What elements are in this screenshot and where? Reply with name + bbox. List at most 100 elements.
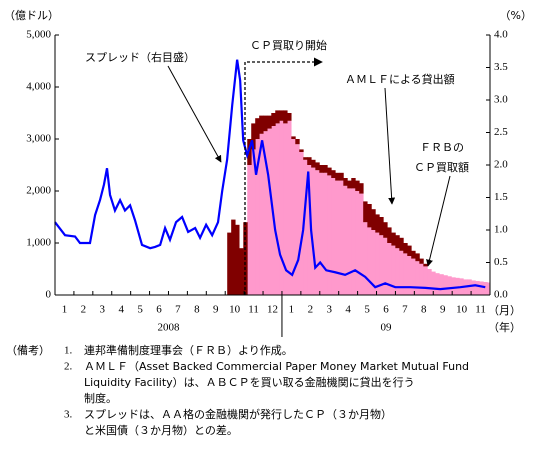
year-label: 2008 [157,322,180,334]
bar [487,282,490,295]
x-tick-label: 11 [248,304,259,316]
note-line: と米国債（３か月物）との差。 [84,423,238,437]
y2-tick-label: 0.5 [494,256,508,268]
bar [347,188,352,295]
y2-unit: （%） [500,9,532,22]
bar [251,123,256,150]
bar [259,115,264,134]
bar [295,139,300,145]
x-tick-label: 10 [456,304,468,316]
annotation: ＡＭＬＦによる貸出額 [345,72,455,86]
bar [335,172,340,181]
y-tick-label: 3,000 [26,133,51,145]
bar [367,204,372,228]
bar [435,273,440,295]
y-tick-label: 1,000 [26,237,51,249]
bar [391,245,396,295]
bar [387,243,392,295]
y-tick-label: 2,000 [26,185,51,197]
note-num: 3. [64,409,73,421]
bar [331,170,336,178]
bar [315,162,320,171]
annotation: スプレッド（右目盛） [85,50,195,64]
bar [251,149,256,295]
bar [379,217,384,236]
x-tick-label: 8 [194,304,200,316]
bar [291,136,296,139]
bar [399,237,404,251]
plot: 0 1,000 2,000 3,000 4,000 5,000 0.0 0.5 1.0 1.5 2.… [26,29,508,337]
bar [479,281,484,295]
bar [287,120,292,295]
y2-tick-label: 0.0 [494,289,508,301]
y2-tick-label: 3.5 [494,61,508,73]
x-month-unit: （月） [488,304,521,317]
bar [287,113,292,121]
bar [343,178,348,186]
bar [311,159,316,168]
bar [439,274,444,295]
bar [411,250,416,259]
bar [303,157,308,160]
bar [271,113,276,126]
bar [395,235,400,249]
x-tick-label: 6 [383,304,389,316]
y2-tick-label: 1.5 [494,191,508,203]
annotation: ＣＰ買取額 [414,161,469,174]
x-tick-label: 3 [100,304,106,316]
note-num: 1. [64,345,73,357]
bar [279,110,284,121]
x-tick-label: 7 [175,304,181,316]
bar [419,263,424,295]
bar [311,167,316,295]
x-tick-label: 5 [364,304,370,316]
bar [363,201,368,223]
x-tick-label: 3 [326,304,332,316]
bar [359,183,364,194]
x-tick-label: 2 [81,304,87,316]
y2-tick-label: 2.5 [494,126,508,138]
bar [267,128,272,295]
y2-tick-label: 1.0 [494,224,508,236]
bar [247,165,252,295]
note-line: Liquidity Facility）は、ＡＢＣＰを買い取る金融機関に貸出を行う [84,375,415,389]
bar [471,280,476,295]
bar [415,261,420,295]
bar [319,172,324,295]
bar [403,243,408,254]
y-unit: （億ドル） [4,9,59,22]
bar [351,178,356,189]
x-year-unit: （年） [488,320,521,334]
bar [291,139,296,295]
bar [283,110,288,124]
bar [299,149,304,152]
note-line: スプレッドは、ＡＡ格の金融機関が発行したＣＰ（３か月物） [84,407,392,421]
bar [395,248,400,295]
bar [375,232,380,295]
x-tick-label: 1 [62,304,68,316]
bar [411,258,416,295]
bar [335,180,340,295]
bar [323,172,328,295]
y-tick-label: 4,000 [26,81,51,93]
annotation: ＣＰ買取り開始 [250,38,327,52]
bar [407,245,412,256]
notes-label: （備考） [6,344,50,357]
x-tick-label: 4 [345,304,351,316]
bar [415,253,420,262]
arrow [426,175,451,267]
bar [379,235,384,295]
bar [399,250,404,295]
bar [339,172,344,181]
bar [331,178,336,295]
x-tick-label: 4 [118,304,124,316]
x-tick-label: 12 [267,304,278,316]
bar [247,139,252,165]
arrow [384,87,396,205]
bar [235,224,240,295]
bar [255,139,260,295]
x-tick-label: 1 [289,304,295,316]
bar [367,227,372,295]
note-num: 2. [64,361,73,373]
